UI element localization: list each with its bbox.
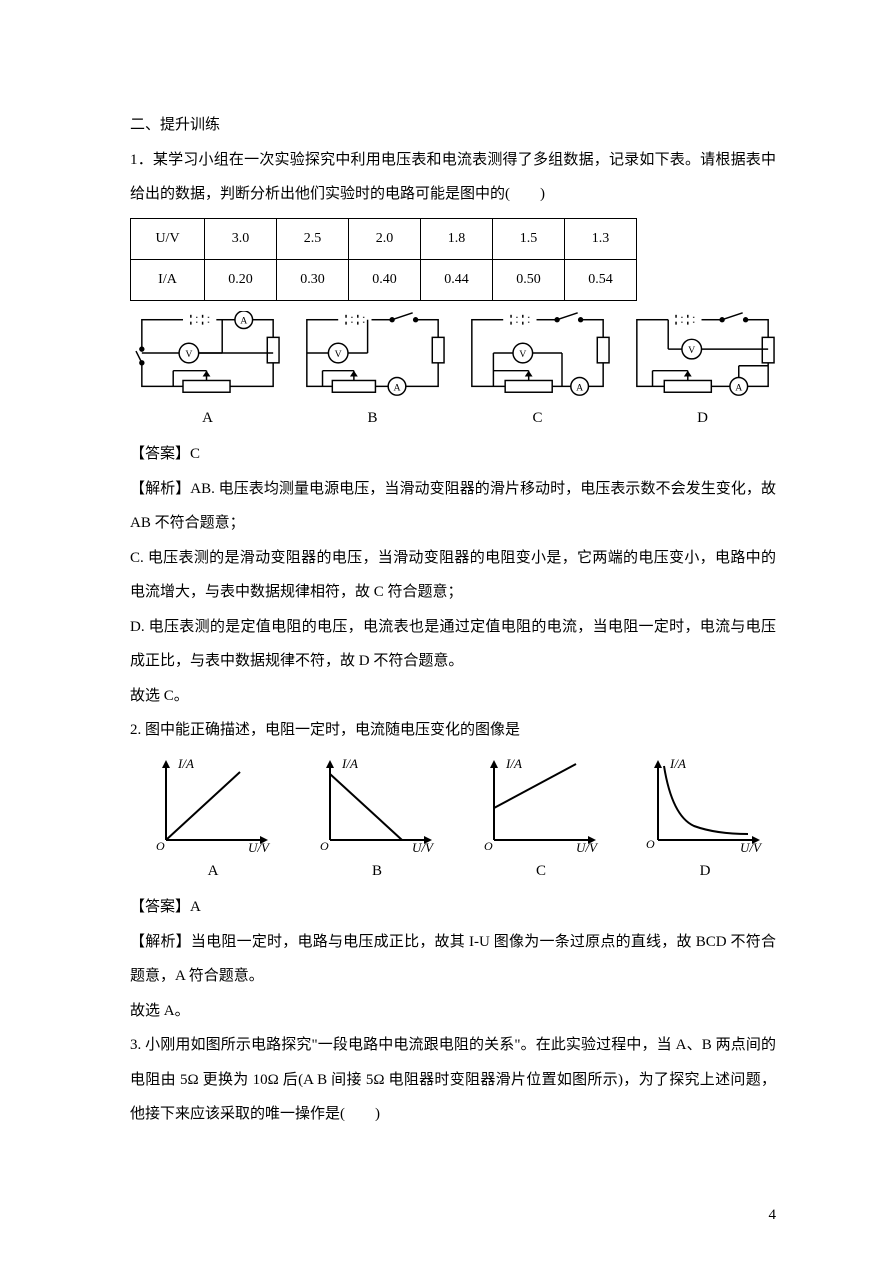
- label: A: [148, 854, 278, 889]
- table-cell: I/A: [131, 259, 205, 300]
- label: D: [640, 854, 770, 889]
- table-cell: U/V: [131, 218, 205, 259]
- q1-answer: 【答案】C: [130, 437, 776, 472]
- q2-labels: A B C D: [148, 854, 776, 889]
- q1-circuits: A V: [134, 311, 776, 399]
- svg-text:A: A: [393, 382, 400, 393]
- svg-text:V: V: [335, 349, 342, 360]
- document-body: 二、提升训练 1．某学习小组在一次实验探究中利用电压表和电流表测得了多组数据，记…: [130, 108, 776, 1132]
- circuit-d: V A: [629, 311, 776, 399]
- circuit-b: V A: [299, 311, 446, 399]
- table-cell: 1.3: [565, 218, 637, 259]
- graph-d: I/A O U/V: [640, 754, 770, 854]
- q3-text: 3. 小刚用如图所示电路探究"一段电路中电流跟电阻的关系"。在此实验过程中，当 …: [130, 1028, 776, 1132]
- q2-graphs: I/A O U/V I/A O U/V I/A O U/V: [148, 754, 776, 854]
- table-cell: 1.8: [421, 218, 493, 259]
- q1-labels: A B C D: [134, 401, 776, 436]
- q2-expl-1: 【解析】当电阻一定时，电路与电压成正比，故其 I-U 图像为一条过原点的直线，故…: [130, 925, 776, 994]
- table-cell: 1.5: [493, 218, 565, 259]
- table-cell: 0.20: [205, 259, 277, 300]
- label: C: [464, 401, 611, 436]
- svg-text:V: V: [519, 349, 526, 360]
- table-cell: 2.0: [349, 218, 421, 259]
- label: B: [299, 401, 446, 436]
- circuit-c: V A: [464, 311, 611, 399]
- svg-text:U/V: U/V: [248, 840, 271, 854]
- svg-text:U/V: U/V: [412, 840, 435, 854]
- graph-c: I/A O U/V: [476, 754, 606, 854]
- table-cell: 0.50: [493, 259, 565, 300]
- table-cell: 3.0: [205, 218, 277, 259]
- svg-text:I/A: I/A: [669, 756, 686, 771]
- q2-text: 2. 图中能正确描述，电阻一定时，电流随电压变化的图像是: [130, 713, 776, 748]
- svg-text:I/A: I/A: [505, 756, 522, 771]
- q1-expl-4: 故选 C。: [130, 679, 776, 714]
- q1-data-table: U/V 3.0 2.5 2.0 1.8 1.5 1.3 I/A 0.20 0.3…: [130, 218, 637, 301]
- svg-text:A: A: [576, 382, 583, 393]
- label: B: [312, 854, 442, 889]
- q1-expl-1: 【解析】AB. 电压表均测量电源电压，当滑动变阻器的滑片移动时，电压表示数不会发…: [130, 472, 776, 541]
- svg-text:O: O: [320, 839, 329, 853]
- graph-b: I/A O U/V: [312, 754, 442, 854]
- table-cell: 0.30: [277, 259, 349, 300]
- svg-text:O: O: [156, 839, 165, 853]
- label: C: [476, 854, 606, 889]
- svg-text:A: A: [735, 382, 742, 393]
- q1-expl-3: D. 电压表测的是定值电阻的电压，电流表也是通过定值电阻的电流，当电阻一定时，电…: [130, 610, 776, 679]
- section-title: 二、提升训练: [130, 108, 776, 143]
- svg-text:U/V: U/V: [740, 840, 763, 854]
- svg-text:V: V: [688, 345, 695, 356]
- svg-text:O: O: [484, 839, 493, 853]
- svg-text:V: V: [185, 349, 192, 360]
- table-cell: 2.5: [277, 218, 349, 259]
- label: D: [629, 401, 776, 436]
- svg-text:O: O: [646, 837, 655, 851]
- q1-text: 1．某学习小组在一次实验探究中利用电压表和电流表测得了多组数据，记录如下表。请根…: [130, 143, 776, 212]
- label: A: [134, 401, 281, 436]
- table-cell: 0.44: [421, 259, 493, 300]
- q2-expl-2: 故选 A。: [130, 994, 776, 1029]
- svg-text:A: A: [240, 316, 247, 327]
- svg-text:I/A: I/A: [341, 756, 358, 771]
- graph-a: I/A O U/V: [148, 754, 278, 854]
- page-number: 4: [769, 1207, 777, 1224]
- svg-text:U/V: U/V: [576, 840, 599, 854]
- q2-answer: 【答案】A: [130, 890, 776, 925]
- svg-text:I/A: I/A: [177, 756, 194, 771]
- table-cell: 0.54: [565, 259, 637, 300]
- circuit-a: A V: [134, 311, 281, 399]
- table-cell: 0.40: [349, 259, 421, 300]
- q1-expl-2: C. 电压表测的是滑动变阻器的电压，当滑动变阻器的电阻变小是，它两端的电压变小，…: [130, 541, 776, 610]
